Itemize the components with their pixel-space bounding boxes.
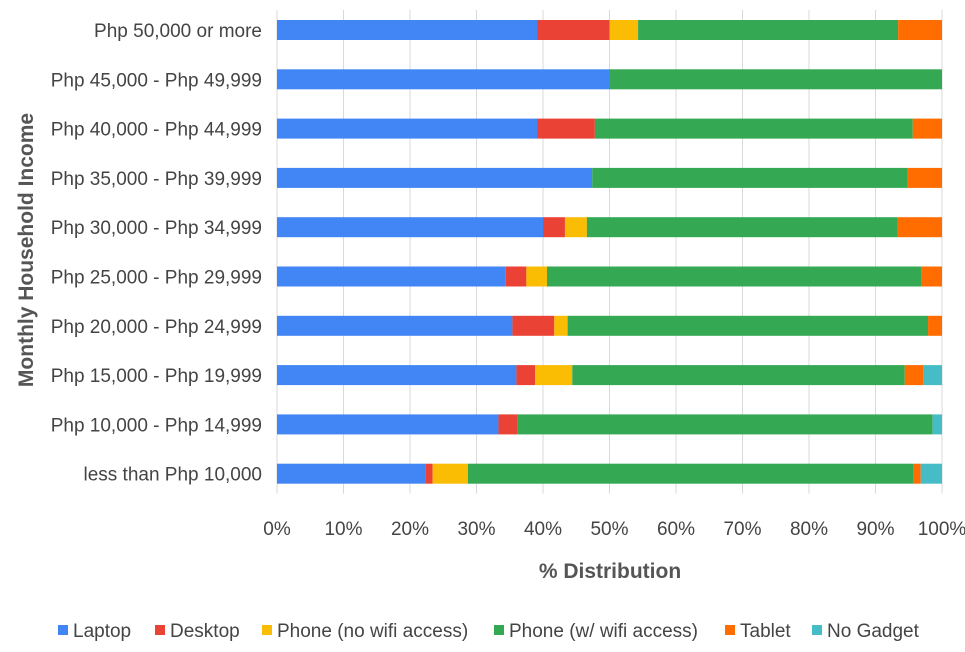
legend-label: Phone (w/ wifi access) <box>509 621 698 642</box>
bar-segment <box>277 69 610 90</box>
bar-segment <box>609 20 639 40</box>
bar-segment <box>516 365 536 386</box>
bar-segment <box>498 414 518 435</box>
bar-segment <box>609 69 942 90</box>
bar-segment <box>932 414 942 435</box>
bar-segment <box>277 365 517 386</box>
x-tick-label: 50% <box>590 519 628 540</box>
bar-segment <box>467 463 914 484</box>
bar-segment <box>564 217 587 238</box>
bar-segment <box>586 217 898 238</box>
bar-segment <box>592 167 908 188</box>
bar-segment <box>923 365 942 386</box>
bar-segment <box>572 365 905 386</box>
bar-segment <box>904 365 924 386</box>
x-tick-label: 80% <box>790 519 828 540</box>
bar-segment <box>277 20 538 40</box>
bar-segment <box>512 315 555 336</box>
legend-swatch <box>494 625 504 635</box>
bar-segment <box>920 463 942 484</box>
bar-segment <box>277 315 513 336</box>
x-tick-label: 10% <box>324 519 362 540</box>
bar-segment <box>554 315 568 336</box>
x-tick-label: 40% <box>524 519 562 540</box>
bar-segment <box>432 463 468 484</box>
x-tick-label: 100% <box>918 519 965 540</box>
legend-label: Tablet <box>740 621 791 642</box>
bar-segment <box>907 167 942 188</box>
category-label: less than Php 10,000 <box>83 465 262 486</box>
legend: Laptop Desktop Phone (no wifi access) Phone… <box>58 621 920 642</box>
legend-label: Laptop <box>73 621 131 642</box>
category-label: Php 45,000 - Php 49,999 <box>51 70 262 91</box>
bar-segment <box>537 118 595 139</box>
bar-segment <box>425 463 433 484</box>
bar-segment <box>517 414 933 435</box>
bar-segment <box>277 217 543 238</box>
x-tick-label: 20% <box>391 519 429 540</box>
bar-segment <box>546 266 922 287</box>
x-tick-label: 0% <box>263 519 291 540</box>
bar-segment <box>277 167 593 188</box>
bar-segment <box>535 365 573 386</box>
bar-segment <box>921 266 942 287</box>
bar-segment <box>526 266 547 287</box>
category-label: Php 35,000 - Php 39,999 <box>51 169 262 190</box>
bar-segment <box>638 20 899 40</box>
bar-segment <box>505 266 527 287</box>
bar-segment <box>897 217 942 238</box>
gridlines <box>276 10 943 494</box>
x-tick-label: 30% <box>457 519 495 540</box>
category-label: Php 30,000 - Php 34,999 <box>51 218 262 239</box>
bar-segment <box>543 217 565 238</box>
category-label: Php 15,000 - Php 19,999 <box>51 366 262 387</box>
bars <box>277 20 942 484</box>
x-axis-title: % Distribution <box>539 560 681 583</box>
bar-segment <box>898 20 942 40</box>
category-label: Php 50,000 or more <box>94 21 262 42</box>
x-tick-label: 60% <box>657 519 695 540</box>
legend-swatch <box>262 625 272 635</box>
x-tick-label: 90% <box>856 519 894 540</box>
bar-segment <box>277 118 538 139</box>
category-label: Php 25,000 - Php 29,999 <box>51 268 262 289</box>
category-label: Php 10,000 - Php 14,999 <box>51 415 262 436</box>
legend-swatch <box>155 625 165 635</box>
bar-segment <box>277 266 506 287</box>
bar-segment <box>594 118 913 139</box>
x-tick-labels: 0% 10% 20% 30% 40% 50% 60% 70% 80% 90% 100% <box>263 519 965 540</box>
bar-segment <box>928 315 942 336</box>
bar-segment <box>537 20 610 40</box>
bar-segment <box>912 118 942 139</box>
bar-segment <box>277 414 499 435</box>
x-tick-label: 70% <box>723 519 761 540</box>
category-labels: Php 50,000 or more Php 45,000 - Php 49,99… <box>51 21 262 486</box>
y-axis-title: Monthly Household Income <box>15 113 38 387</box>
legend-swatch <box>812 625 822 635</box>
bar-segment <box>913 463 921 484</box>
legend-label: Phone (no wifi access) <box>277 621 468 642</box>
bar-segment <box>567 315 929 336</box>
category-label: Php 20,000 - Php 24,999 <box>51 317 262 338</box>
bar-segment <box>277 463 426 484</box>
legend-swatch <box>725 625 735 635</box>
legend-label: Desktop <box>170 621 240 642</box>
legend-swatch <box>58 625 68 635</box>
category-label: Php 40,000 - Php 44,999 <box>51 120 262 141</box>
legend-label: No Gadget <box>827 621 920 642</box>
